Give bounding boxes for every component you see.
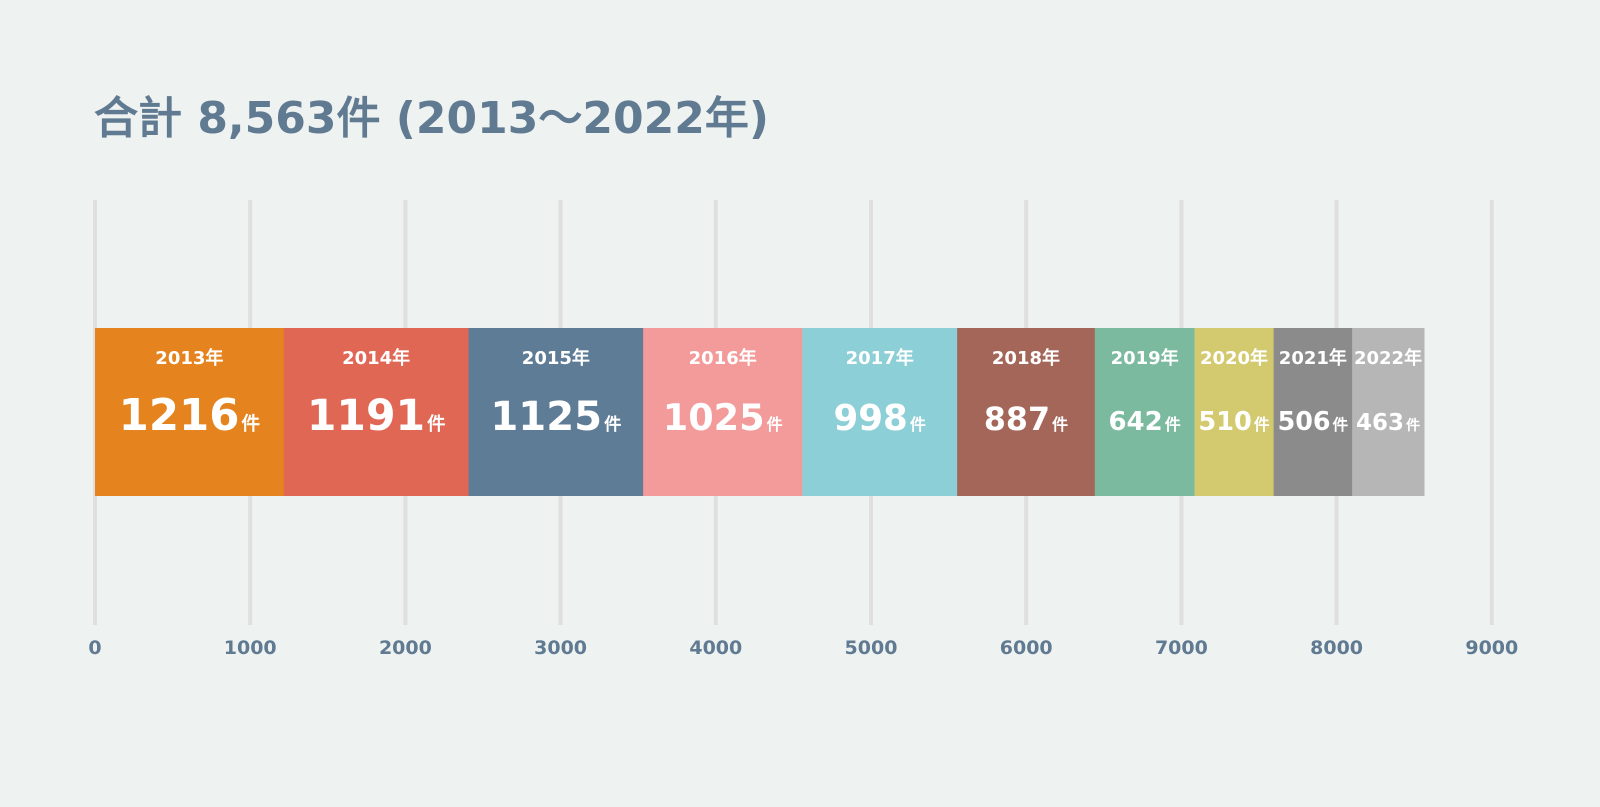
segment-value-number: 887 (984, 402, 1050, 438)
segment-value-label: 506 件 (1278, 406, 1349, 436)
segment-value-label: 1125 件 (490, 394, 621, 440)
segment-year-label: 2015年 (522, 347, 590, 369)
segment-value-suffix: 件 (427, 413, 445, 435)
segment-value-number: 1216 (119, 391, 240, 441)
segment-value-label: 642 件 (1108, 407, 1180, 437)
segment-year-label: 2018年 (992, 347, 1060, 369)
x-tick-label: 1000 (224, 637, 277, 659)
x-axis-tick-labels: 0 1000 2000 3000 4000 5000 6000 7000 8000 9000 (88, 637, 1518, 659)
segment-value-number: 998 (834, 398, 908, 439)
segment-value-number: 1191 (307, 392, 425, 441)
segment-year-label: 2020年 (1200, 347, 1268, 369)
x-tick-label: 5000 (845, 637, 898, 659)
segment-year-label: 2014年 (342, 347, 410, 369)
segment-value-number: 642 (1108, 407, 1162, 437)
x-tick-label: 0 (88, 637, 101, 659)
x-tick-label: 9000 (1465, 637, 1518, 659)
segment-value-suffix: 件 (1165, 415, 1181, 434)
segment-value-suffix: 件 (910, 415, 926, 434)
segment-value-label: 998 件 (834, 398, 926, 439)
segment-value-suffix: 件 (1333, 415, 1349, 434)
x-tick-label: 7000 (1155, 637, 1208, 659)
segment-value-number: 506 (1278, 406, 1331, 436)
segment-year-label: 2022年 (1354, 347, 1422, 369)
segment-value-suffix: 件 (241, 413, 260, 435)
segment-value-label: 463 件 (1356, 410, 1420, 436)
segment-year-label: 2019年 (1111, 347, 1179, 369)
segment-value-label: 1191 件 (307, 392, 446, 441)
chart-title: 合計 8,563件 (2013～2022年) (94, 93, 769, 144)
bar-segment-2015 (468, 328, 644, 496)
segment-year-label: 2013年 (155, 347, 223, 369)
segment-value-suffix: 件 (1052, 415, 1068, 434)
segment-value-label: 1216 件 (119, 391, 261, 441)
segment-value-number: 1125 (490, 394, 602, 440)
bar-segment-2017 (802, 328, 958, 496)
bar-segment-2018 (957, 328, 1096, 496)
x-tick-label: 8000 (1310, 637, 1363, 659)
x-tick-label: 6000 (1000, 637, 1053, 659)
segment-value-label: 1025 件 (663, 396, 783, 439)
segment-value-label: 887 件 (984, 402, 1068, 438)
segment-value-suffix: 件 (767, 415, 783, 434)
segment-value-suffix: 件 (1254, 415, 1270, 434)
bar-segment-2020 (1194, 328, 1275, 496)
x-tick-label: 3000 (534, 637, 587, 659)
segment-value-number: 1025 (663, 396, 765, 439)
bar-segment-2013 (95, 328, 285, 496)
bar-segment-2021 (1273, 328, 1353, 496)
segment-value-suffix: 件 (604, 414, 621, 435)
x-tick-label: 2000 (379, 637, 432, 659)
bar-segment-2016 (643, 328, 803, 496)
segment-year-label: 2017年 (846, 347, 914, 369)
segment-year-label: 2021年 (1279, 347, 1347, 369)
x-tick-label: 4000 (689, 637, 742, 659)
segment-value-number: 510 (1198, 407, 1251, 437)
segment-value-suffix: 件 (1406, 417, 1420, 434)
bar-segment-2022 (1352, 328, 1425, 496)
bar-segment-2014 (283, 328, 470, 496)
bar-segment-2019 (1094, 328, 1195, 496)
segment-year-label: 2016年 (689, 347, 757, 369)
segment-value-label: 510 件 (1198, 407, 1269, 437)
segment-value-number: 463 (1356, 410, 1404, 436)
